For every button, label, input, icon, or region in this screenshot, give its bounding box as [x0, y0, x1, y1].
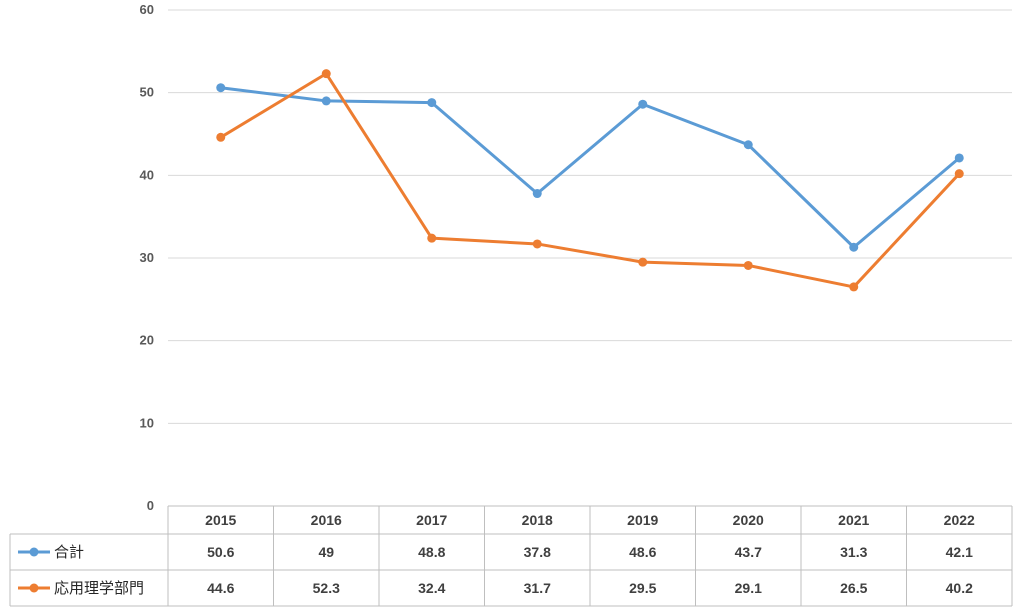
data-point	[532, 189, 542, 199]
x-tick-label: 2016	[311, 512, 342, 528]
data-table-cell: 31.3	[840, 544, 867, 560]
legend-marker	[29, 547, 39, 557]
x-tick-label: 2017	[416, 512, 447, 528]
data-table-cell: 37.8	[524, 544, 551, 560]
y-tick-label: 20	[140, 333, 154, 348]
data-table-cell: 48.8	[418, 544, 445, 560]
data-table-cell: 31.7	[524, 580, 551, 596]
series-lines	[216, 69, 964, 292]
data-point	[638, 257, 648, 267]
y-tick-label: 30	[140, 250, 154, 265]
data-point	[954, 153, 964, 163]
data-point	[321, 69, 331, 79]
x-tick-label: 2019	[627, 512, 658, 528]
y-tick-label: 0	[147, 498, 154, 513]
x-tick-label: 2015	[205, 512, 236, 528]
data-table-cell: 44.6	[207, 580, 234, 596]
data-table: 2015 2016 2017 2018 2019 2020 2021 2022 合計 50.6 49…	[9, 505, 1013, 607]
data-point	[216, 132, 226, 142]
series-line	[219, 86, 961, 249]
data-table-cell: 29.1	[735, 580, 762, 596]
y-tick-label: 60	[140, 2, 154, 17]
data-table-cell: 29.5	[629, 580, 656, 596]
data-point	[849, 242, 859, 252]
x-tick-label: 2022	[944, 512, 975, 528]
data-point	[427, 98, 437, 108]
y-tick-label: 40	[140, 167, 154, 182]
data-table-cell: 49	[318, 544, 334, 560]
legend-label: 応用理学部門	[54, 579, 144, 597]
data-point	[849, 282, 859, 292]
y-axis: 0 10 20 30 40 50 60	[140, 2, 154, 513]
gridlines	[168, 9, 1012, 424]
data-table-cell: 32.4	[418, 580, 445, 596]
data-point	[638, 99, 648, 109]
data-table-cell: 43.7	[735, 544, 762, 560]
x-tick-label: 2020	[733, 512, 764, 528]
legend-marker	[29, 583, 39, 593]
y-tick-label: 50	[140, 85, 154, 100]
x-tick-label: 2021	[838, 512, 869, 528]
data-table-cell: 42.1	[946, 544, 973, 560]
data-point	[954, 169, 964, 179]
series-line	[219, 72, 961, 289]
data-point	[427, 233, 437, 243]
x-tick-label: 2018	[522, 512, 553, 528]
data-point	[532, 239, 542, 249]
data-table-cell: 26.5	[840, 580, 867, 596]
data-table-cell: 40.2	[946, 580, 973, 596]
data-table-cell: 50.6	[207, 544, 234, 560]
data-table-cell: 52.3	[313, 580, 340, 596]
data-table-cell: 48.6	[629, 544, 656, 560]
legend-label: 合計	[54, 543, 84, 561]
data-point	[321, 96, 331, 106]
data-point	[743, 140, 753, 150]
data-point	[743, 260, 753, 270]
y-tick-label: 10	[140, 415, 154, 430]
data-point	[216, 83, 226, 93]
